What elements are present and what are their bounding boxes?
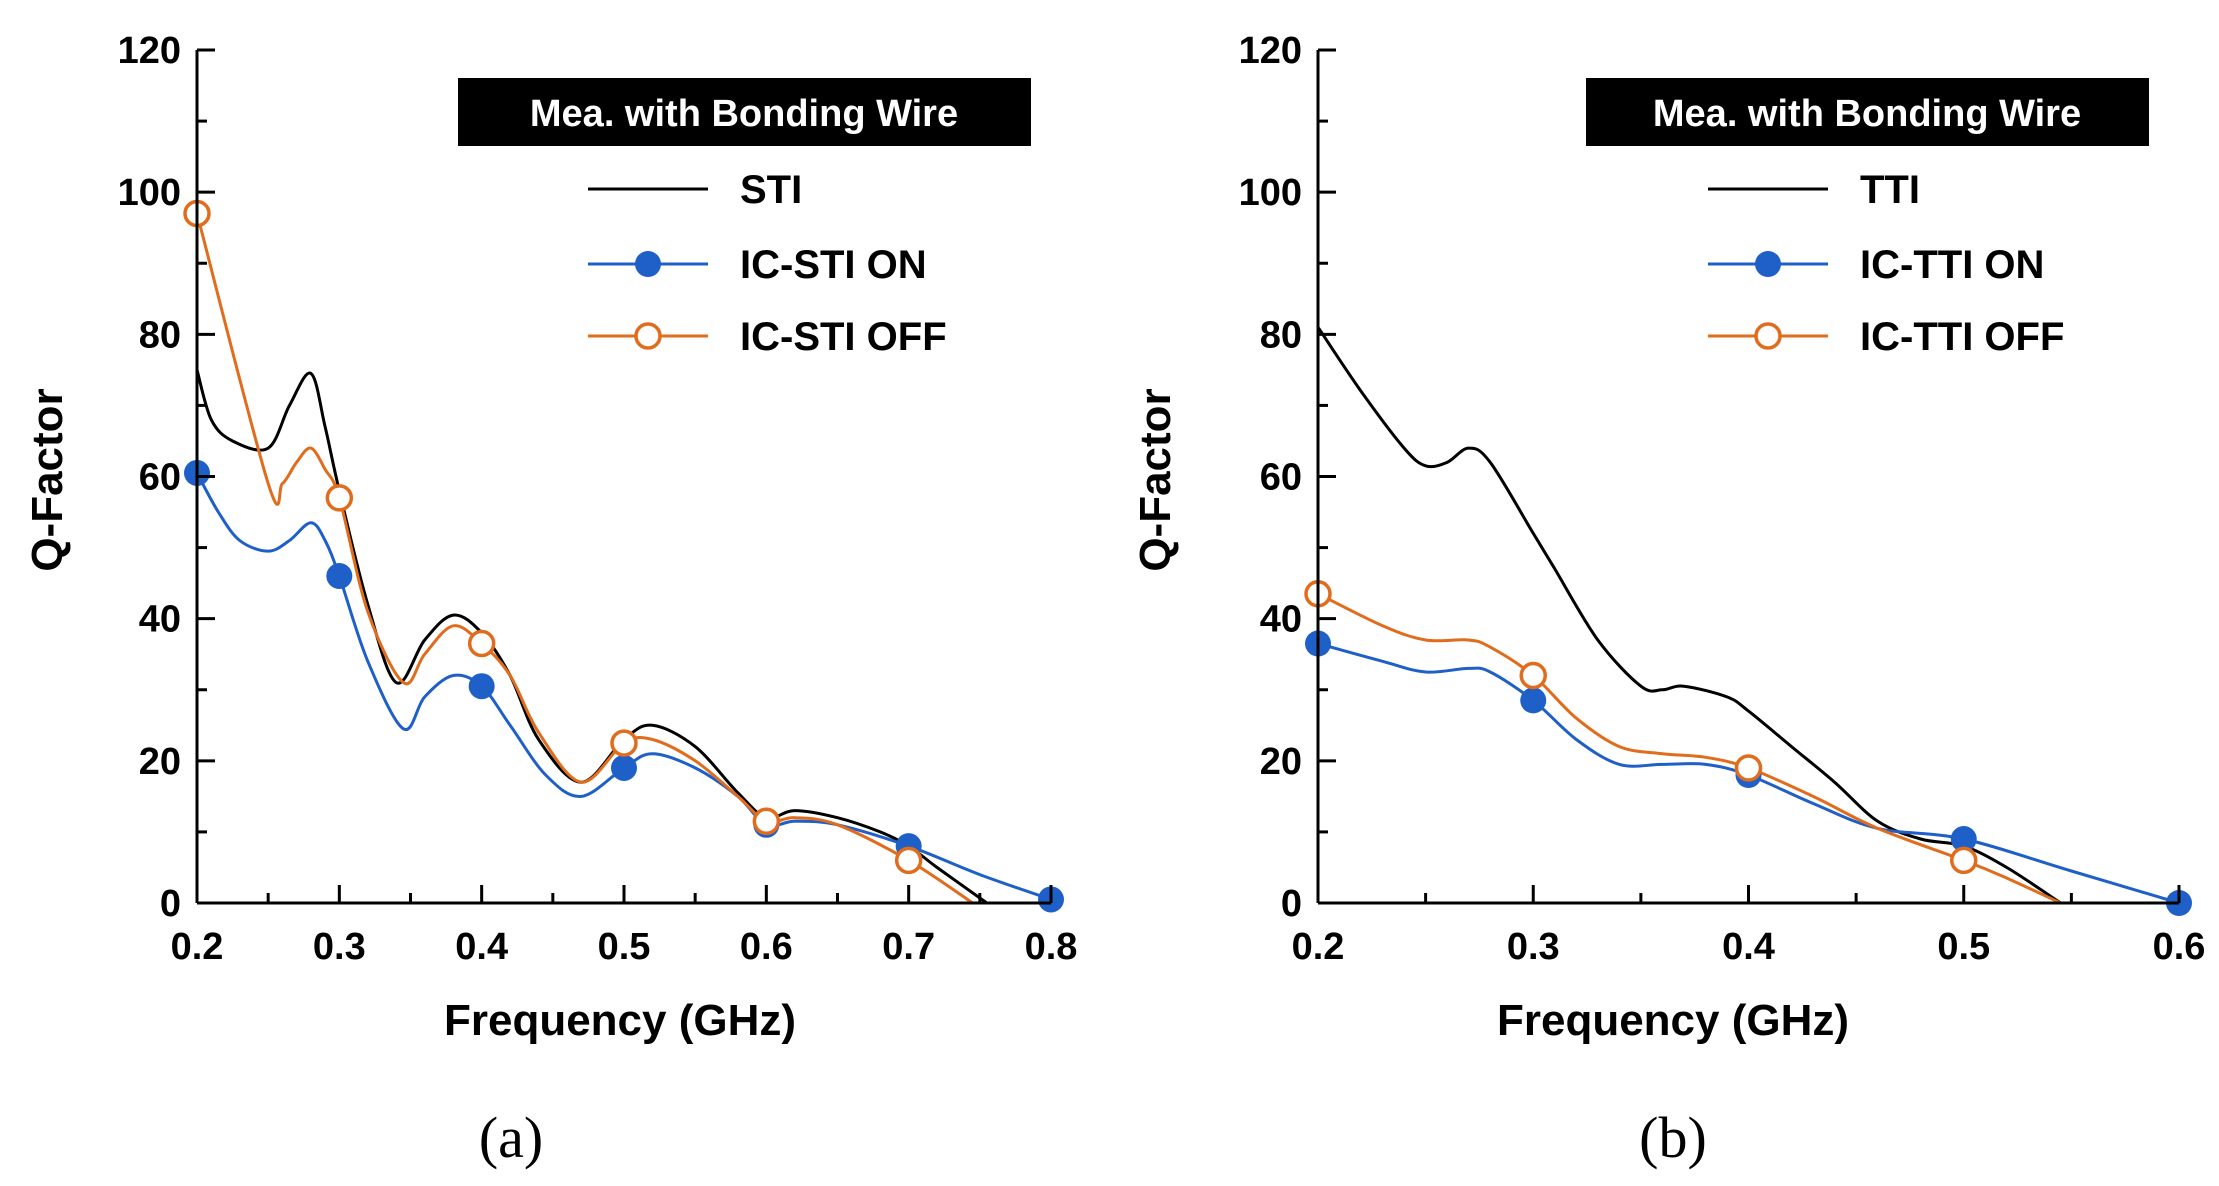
panel-a-series-ic-sti-off-point: [610, 729, 638, 757]
panel-b-series-ic-tti-off-line: [1317, 592, 2062, 905]
panel-a-series-ic-sti-off-point: [325, 484, 354, 512]
panel-a-legend-ic-sti-off-marker: [634, 322, 662, 350]
panel-a-series-ic-sti-off-point: [894, 846, 923, 875]
panel-b-series-ic-tti-on-point: [1950, 826, 1977, 853]
panel-a-x-tick-label: 0.5: [598, 926, 651, 968]
panel-b-series-ic-tti-off-point: [1519, 661, 1547, 690]
panel-b-legend-ic-tti-off-marker: [1754, 322, 1782, 350]
panel-a-y-tick-label: 60: [139, 457, 181, 499]
panel-a-legend-sti-label: STI: [740, 168, 802, 212]
panel-b-legend-ic-tti-off-label: IC-TTI OFF: [1860, 315, 2064, 359]
panel-a: 0 20 40 60 80 100 120 0.2 0.3 0.4 0.5 0.6 0.7 0.8 Fre…: [23, 30, 1077, 1170]
panel-b-y-tick-label: 20: [1260, 741, 1302, 783]
panel-a-series-ic-sti-off-point: [752, 807, 781, 836]
panel-a-x-axis-title: Frequency (GHz): [444, 996, 796, 1045]
panel-b-x-tick-label: 0.4: [1722, 926, 1775, 968]
panel-b-y-tick-label: 0: [1281, 883, 1302, 925]
panel-b-x-tick-label: 0.3: [1507, 926, 1560, 968]
panel-b-legend-tti-label: TTI: [1860, 168, 1920, 212]
panel-b-annotation-badge: Mea. with Bonding Wire: [1586, 78, 2149, 146]
panel-b-x-tick-label: 0.6: [2153, 926, 2206, 968]
panel-a-series-ic-sti-on-point: [611, 754, 637, 781]
panel-a-y-tick-label: 80: [139, 314, 181, 356]
panel-a-annotation-background: [458, 78, 1031, 146]
panel-b-annotation-background: [1586, 78, 2149, 146]
panel-a-legend-ic-sti-on-label: IC-STI ON: [740, 243, 927, 287]
panel-b-series-ic-tti-off-point: [1734, 754, 1763, 782]
panel-a-annotation-text: Mea. with Bonding Wire: [530, 93, 958, 135]
panel-a-legend-ic-sti-off-label: IC-STI OFF: [740, 315, 947, 359]
panel-b-y-tick-label: 40: [1260, 599, 1302, 641]
panel-b-x-tick-label: 0.2: [1292, 926, 1345, 968]
panel-a-y-tick-label: 120: [118, 30, 181, 72]
panel-a-series-ic-sti-on-line: [195, 472, 1052, 901]
panel-a-ticks: 0 20 40 60 80 100 120 0.2 0.3 0.4 0.5 0.6 0.7 0.8: [118, 30, 1078, 968]
panel-a-legend: STI IC-STI ON IC-STI OFF: [588, 168, 947, 359]
panel-a-x-tick-label: 0.4: [455, 926, 508, 968]
panel-b-annotation-text: Mea. with Bonding Wire: [1653, 93, 2081, 135]
panel-b-x-tick-label: 0.5: [1937, 926, 1990, 968]
panel-a-x-tick-label: 0.2: [171, 926, 224, 968]
panel-a-series-ic-sti-off-point: [467, 629, 496, 658]
panel-a-series-ic-sti-on-point: [326, 563, 353, 590]
panel-a-annotation-badge: Mea. with Bonding Wire: [458, 78, 1031, 146]
panel-a-y-tick-label: 40: [139, 599, 181, 641]
panel-a-x-tick-label: 0.8: [1025, 926, 1078, 968]
panel-b-label: (b): [1639, 1105, 1707, 1170]
panel-b-legend: TTI IC-TTI ON IC-TTI OFF: [1708, 168, 2064, 359]
panel-b-x-axis-title: Frequency (GHz): [1497, 996, 1849, 1045]
panel-b: 0 20 40 60 80 100 120 0.2 0.3 0.4 0.5 0.6 Frequency…: [1131, 30, 2205, 1170]
panel-a-y-tick-label: 0: [160, 883, 181, 925]
panel-b-legend-ic-tti-on-label: IC-TTI ON: [1860, 243, 2044, 287]
panel-b-y-tick-label: 60: [1260, 457, 1302, 499]
panel-a-x-tick-label: 0.7: [882, 926, 935, 968]
panel-b-y-tick-label: 100: [1239, 172, 1302, 214]
panel-a-y-axis-title: Q-Factor: [23, 388, 72, 571]
panel-a-x-tick-label: 0.3: [313, 926, 366, 968]
panel-a-legend-ic-sti-on-marker: [635, 251, 661, 277]
panel-b-ticks: 0 20 40 60 80 100 120 0.2 0.3 0.4 0.5 0.6: [1239, 30, 2206, 968]
panel-b-y-axis-title: Q-Factor: [1131, 388, 1180, 571]
panel-b-series-ic-tti-off-point: [1950, 846, 1978, 875]
panel-a-plot-area: [183, 199, 1064, 913]
panel-a-y-tick-label: 100: [118, 172, 181, 214]
panel-a-y-tick-label: 20: [139, 741, 181, 783]
panel-b-series-ic-tti-on-point: [1520, 687, 1547, 714]
panel-b-y-tick-label: 120: [1239, 30, 1302, 72]
panel-a-label: (a): [479, 1105, 543, 1170]
panel-a-x-tick-label: 0.6: [740, 926, 793, 968]
panel-b-plot-area: [1304, 326, 2192, 916]
panel-a-series-ic-sti-on-point: [468, 673, 495, 700]
panel-b-legend-ic-tti-on-marker: [1755, 251, 1781, 277]
panel-b-y-tick-label: 80: [1260, 314, 1302, 356]
